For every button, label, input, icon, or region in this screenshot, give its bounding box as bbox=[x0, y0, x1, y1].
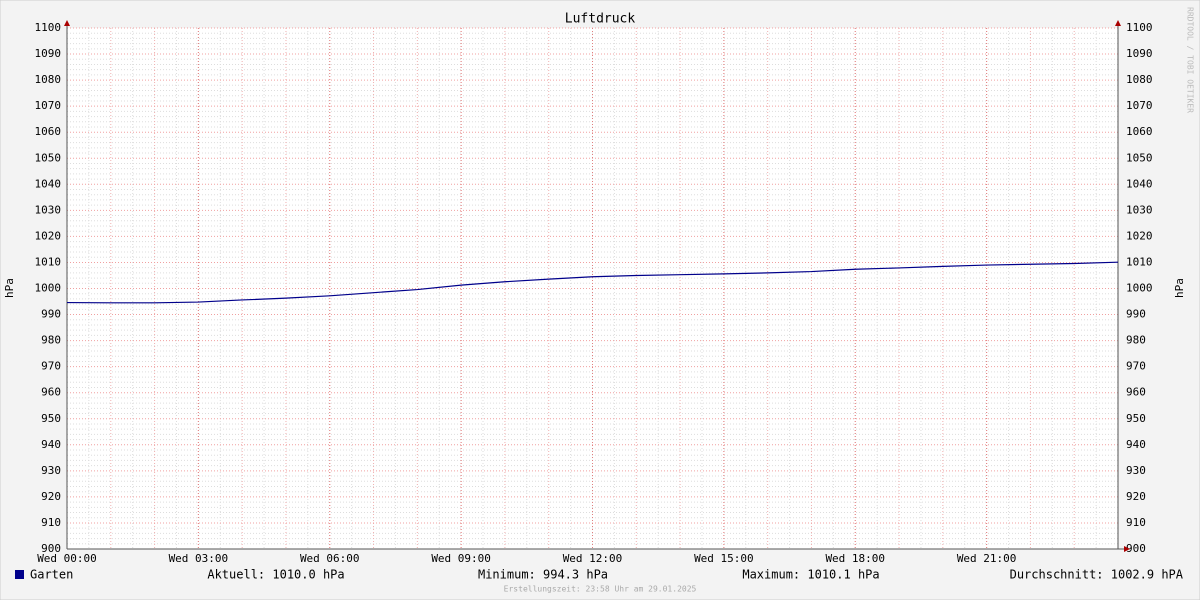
y-tick-label: 1010 bbox=[35, 255, 62, 268]
y2-tick-label: 900 bbox=[1126, 542, 1146, 555]
y2-tick-label: 910 bbox=[1126, 516, 1146, 529]
y2-tick-label: 940 bbox=[1126, 438, 1146, 451]
y2-tick-label: 960 bbox=[1126, 386, 1146, 399]
y2-tick-label: 1010 bbox=[1126, 255, 1153, 268]
y2-tick-label: 1020 bbox=[1126, 229, 1153, 242]
axis-arrow bbox=[64, 20, 70, 26]
y-tick-label: 1060 bbox=[35, 125, 62, 138]
y-axis-label: hPa bbox=[3, 278, 16, 298]
legend-stat: Minimum: 994.3 hPa bbox=[478, 568, 608, 582]
legend-swatch bbox=[15, 570, 24, 579]
y2-tick-label: 1000 bbox=[1126, 282, 1153, 295]
y-tick-label: 1040 bbox=[35, 177, 62, 190]
y2-tick-label: 990 bbox=[1126, 308, 1146, 321]
y-tick-label: 960 bbox=[41, 386, 61, 399]
y2-tick-label: 970 bbox=[1126, 360, 1146, 373]
y2-tick-label: 1080 bbox=[1126, 73, 1153, 86]
x-tick-label: Wed 21:00 bbox=[957, 552, 1017, 565]
legend-stat: Durchschnitt: 1002.9 hPA bbox=[1010, 568, 1184, 582]
series-line bbox=[66, 261, 1119, 304]
y-tick-label: 930 bbox=[41, 464, 61, 477]
y-tick-label: 970 bbox=[41, 360, 61, 373]
watermark: RRDTOOL / TOBI OETIKER bbox=[1186, 7, 1195, 113]
legend-stat: Maximum: 1010.1 hPa bbox=[742, 568, 879, 582]
y2-tick-label: 1100 bbox=[1126, 21, 1153, 34]
y-tick-label: 1030 bbox=[35, 203, 62, 216]
y2-tick-label: 1090 bbox=[1126, 47, 1153, 60]
y-tick-label: 980 bbox=[41, 334, 61, 347]
x-tick-label: Wed 06:00 bbox=[300, 552, 360, 565]
y2-tick-label: 920 bbox=[1126, 490, 1146, 503]
axis-arrow bbox=[1115, 20, 1121, 26]
x-tick-label: Wed 00:00 bbox=[37, 552, 97, 565]
y-tick-label: 950 bbox=[41, 412, 61, 425]
y2-tick-label: 1060 bbox=[1126, 125, 1153, 138]
legend-label: Garten bbox=[30, 568, 73, 582]
x-tick-label: Wed 12:00 bbox=[563, 552, 623, 565]
y-tick-label: 1000 bbox=[35, 282, 62, 295]
y-tick-label: 1090 bbox=[35, 47, 62, 60]
y2-tick-label: 930 bbox=[1126, 464, 1146, 477]
chart-title: Luftdruck bbox=[565, 12, 636, 27]
y-tick-label: 910 bbox=[41, 516, 61, 529]
y-tick-label: 990 bbox=[41, 308, 61, 321]
y-tick-label: 1070 bbox=[35, 99, 62, 112]
y-tick-label: 1050 bbox=[35, 151, 62, 164]
x-tick-label: Wed 09:00 bbox=[431, 552, 491, 565]
y2-axis-label: hPa bbox=[1173, 278, 1186, 298]
y2-tick-label: 1040 bbox=[1126, 177, 1153, 190]
y-tick-label: 940 bbox=[41, 438, 61, 451]
y2-tick-label: 980 bbox=[1126, 334, 1146, 347]
y2-tick-label: 1030 bbox=[1126, 203, 1153, 216]
axis-arrow bbox=[1124, 546, 1130, 552]
x-tick-label: Wed 15:00 bbox=[694, 552, 754, 565]
legend-stat: Aktuell: 1010.0 hPa bbox=[207, 568, 344, 582]
y-tick-label: 1020 bbox=[35, 229, 62, 242]
y-tick-label: 1080 bbox=[35, 73, 62, 86]
y2-tick-label: 1050 bbox=[1126, 151, 1153, 164]
y2-tick-label: 1070 bbox=[1126, 99, 1153, 112]
y-tick-label: 1100 bbox=[35, 21, 62, 34]
y2-tick-label: 950 bbox=[1126, 412, 1146, 425]
x-tick-label: Wed 18:00 bbox=[825, 552, 885, 565]
y-tick-label: 900 bbox=[41, 542, 61, 555]
footer: Erstellungszeit: 23:58 Uhr am 29.01.2025 bbox=[504, 585, 697, 594]
y-tick-label: 920 bbox=[41, 490, 61, 503]
x-tick-label: Wed 03:00 bbox=[169, 552, 229, 565]
